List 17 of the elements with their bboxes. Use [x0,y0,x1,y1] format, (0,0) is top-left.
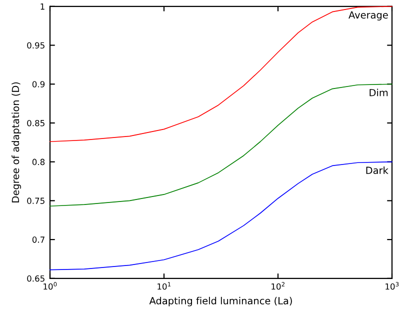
series-label: Dim [370,88,388,96]
x-tick-label: 10$^{1}$ [158,282,171,290]
y-tick-label: 0.8 [32,158,45,166]
series-label: Average [348,11,388,20]
y-tick-label: 0.85 [27,120,44,126]
x-tick-label: 10$^{3}$ [386,282,399,290]
y-tick-label: 0.65 [27,275,44,282]
y-axis-title: Degree of adaptation (D) [12,82,22,202]
y-tick-label: 0.7 [32,236,44,243]
series-label: Dark [366,166,388,174]
x-tick-label: 10$^{2}$ [272,282,284,290]
x-axis-title: Adapting field luminance (La) [149,296,292,306]
x-tick-label: 10$^{0}$ [44,282,57,290]
y-tick-label: 1 [40,3,44,10]
y-tick-label: 0.9 [32,81,45,88]
y-tick-label: 0.95 [27,42,44,49]
y-tick-label: 0.75 [27,198,44,204]
